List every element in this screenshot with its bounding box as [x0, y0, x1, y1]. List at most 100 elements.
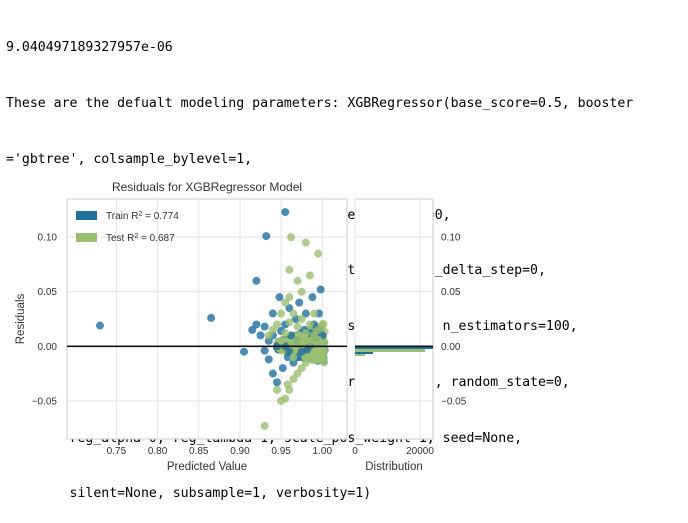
scatter-point-test — [305, 320, 314, 329]
y-tick-label: 0.10 — [38, 233, 58, 244]
scatter-point-test — [318, 351, 327, 360]
scatter-point-test — [310, 309, 319, 318]
scatter-point-test — [297, 287, 306, 296]
scatter-point-train — [240, 347, 249, 356]
hist-bar-test — [355, 349, 425, 352]
x-axis-label: Predicted Value — [167, 461, 247, 473]
distribution-x-tick-label: 20000 — [406, 446, 434, 457]
legend-test-label: Test R2 = 0.687 — [106, 233, 175, 245]
scatter-point-train — [301, 309, 310, 318]
scatter-point-train — [264, 355, 273, 364]
scatter-point-test — [273, 320, 281, 329]
scatter-point-test — [293, 276, 302, 285]
x-tick-label: 0.75 — [107, 446, 127, 457]
scatter-point-train — [278, 364, 287, 373]
x-tick-label: 0.95 — [271, 446, 291, 457]
scatter-point-test — [281, 329, 290, 338]
scatter-point-train — [316, 285, 325, 294]
scatter-points — [95, 208, 329, 430]
distribution-y-tick-label: 0.10 — [441, 233, 461, 244]
scatter-point-test — [285, 265, 294, 274]
output-line: ='gbtree', colsample_bylevel=1, — [6, 151, 253, 167]
scatter-point-train — [281, 208, 290, 217]
x-tick-labels: 0.75 0.80 0.85 0.90 0.95 1.00 — [107, 446, 333, 457]
y-tick-label: 0.05 — [38, 287, 58, 298]
legend-train-swatch — [76, 211, 97, 220]
scatter-point-test — [305, 271, 314, 280]
scatter-point-test — [281, 394, 290, 403]
hist-bar-train-low — [355, 352, 373, 354]
legend-train-label: Train R2 = 0.774 — [106, 211, 179, 223]
legend-test-swatch — [76, 233, 97, 242]
scatter-point-test — [273, 385, 281, 394]
output-line: silent=None, subsample=1, verbosity=1) — [6, 486, 372, 502]
x-tick-label: 0.85 — [189, 446, 209, 457]
scatter-point-test — [301, 329, 310, 338]
scatter-point-train — [260, 346, 269, 355]
scatter-point-test — [314, 335, 323, 344]
hist-bar-train — [355, 346, 433, 349]
scatter-point-train — [95, 321, 104, 330]
x-tick-label: 0.80 — [148, 446, 168, 457]
main-grid — [67, 199, 347, 439]
scatter-point-train — [295, 298, 304, 307]
scatter-point-train — [308, 293, 317, 302]
scatter-point-test — [305, 337, 314, 346]
scatter-point-test — [301, 358, 310, 367]
scatter-point-test — [289, 353, 298, 362]
output-line: These are the defualt modeling parameter… — [6, 95, 634, 111]
y-tick-labels: 0.10 0.05 0.00 −0.05 — [32, 233, 58, 408]
distribution-y-tick-label: 0.05 — [441, 287, 461, 298]
scatter-point-test — [285, 293, 294, 302]
scatter-point-test — [287, 233, 295, 242]
scatter-point-train — [268, 309, 277, 318]
scatter-point-train — [260, 322, 269, 331]
scatter-point-train — [256, 331, 265, 340]
distribution-y-tick-label: −0.05 — [441, 396, 467, 407]
scatter-point-test — [277, 309, 286, 318]
scatter-point-train — [248, 325, 257, 334]
chart-title: Residuals for XGBRegressor Model — [112, 180, 302, 194]
scatter-point-test — [318, 320, 327, 329]
scatter-point-test — [293, 322, 302, 331]
distribution-x-tick-label: 0 — [352, 446, 358, 457]
hist-bar-test-low — [355, 354, 365, 356]
scatter-point-train — [252, 276, 261, 285]
scatter-point-test — [268, 325, 277, 334]
distribution-y-tick-labels: 0.10 0.05 0.00 −0.05 — [441, 233, 467, 408]
scatter-point-train — [273, 378, 281, 387]
scatter-point-train — [275, 293, 284, 302]
scatter-point-test — [297, 364, 306, 373]
scatter-point-test — [297, 315, 306, 323]
distribution-y-tick-label: 0.00 — [441, 342, 461, 353]
legend: Train R2 = 0.774 Test R2 = 0.687 — [76, 211, 179, 245]
y-axis-label: Residuals — [15, 294, 27, 345]
residuals-chart: Residuals for XGBRegressor Model 0.75 0.8… — [15, 180, 467, 473]
distribution-x-tick-labels: 0 20000 — [352, 446, 434, 457]
scatter-point-test — [264, 331, 273, 340]
distribution-x-axis-label: Distribution — [365, 461, 423, 473]
x-tick-label: 0.90 — [230, 446, 250, 457]
scatter-point-test — [277, 336, 286, 345]
scatter-point-test — [314, 325, 323, 334]
y-tick-label: 0.00 — [38, 342, 58, 353]
distribution-histogram — [355, 346, 433, 356]
scatter-point-test — [260, 421, 269, 430]
scatter-point-test — [293, 369, 302, 378]
distribution-plot-area — [354, 198, 434, 440]
scatter-point-test — [285, 318, 294, 327]
scatter-point-test — [289, 309, 298, 318]
scatter-point-test — [305, 353, 314, 362]
scatter-point-train — [207, 313, 216, 322]
scatter-point-train — [285, 304, 294, 313]
scatter-point-train — [268, 369, 277, 378]
scatter-point-test — [283, 380, 292, 389]
scatter-point-train — [252, 320, 261, 329]
scatter-point-train — [285, 347, 294, 356]
y-tick-label: −0.05 — [32, 396, 58, 407]
scatter-point-test — [314, 249, 323, 258]
scatter-point-train — [262, 232, 271, 241]
scatter-point-test — [301, 238, 310, 247]
x-tick-label: 1.00 — [313, 446, 333, 457]
output-line: 9.040497189327957e-06 — [6, 40, 173, 56]
